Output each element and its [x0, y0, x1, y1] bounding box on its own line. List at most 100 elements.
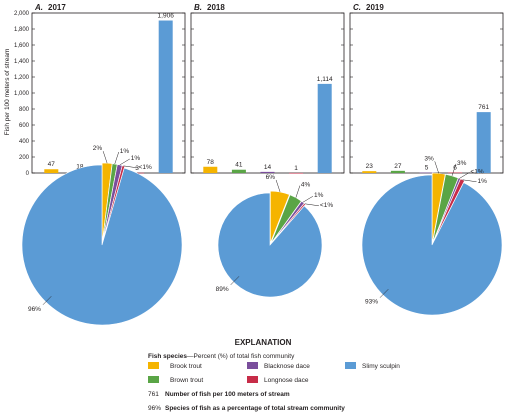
pie-percent-label: 96%	[28, 306, 41, 313]
bar-longnose-dace	[289, 172, 304, 174]
pie-percent-label: 2%	[93, 145, 103, 152]
legend-swatch-blacknose-dace	[247, 362, 258, 369]
pie-leader-line	[230, 276, 240, 286]
panel-b: B. 2018 78 41 14 1 1,114 6% 4%1% <1% 89%	[190, 3, 345, 298]
legend-species-heading: Fish species—Percent (%) of total fish c…	[148, 353, 295, 360]
bar-value-label: 23	[366, 163, 374, 170]
bar-value-label: 47	[48, 161, 56, 168]
legend-percent-text: Species of fish as a percentage of total…	[165, 405, 345, 412]
pie-percent-label: 1%	[478, 178, 488, 185]
panel-b-title: 2018	[207, 3, 225, 12]
legend-number-text: Number of fish per 100 meters of stream	[165, 391, 290, 398]
pie-percent-label: 1%	[120, 148, 130, 155]
y-tick-label: 1,000	[14, 91, 30, 97]
y-tick-label: 800	[19, 107, 30, 113]
pie-leader-line	[459, 172, 470, 179]
pie-leader-line	[42, 296, 52, 305]
pie-leader-line	[304, 203, 319, 207]
pie-percent-label: <1%	[470, 168, 483, 175]
panel-b-letter: B.	[194, 3, 202, 12]
pie-leader-line	[462, 179, 477, 183]
pie-slice-slimy-sculpin	[21, 164, 183, 326]
legend-species-subheading: —Percent (%) of total fish community	[187, 353, 295, 360]
legend-label-slimy-sculpin: Slimy sculpin	[362, 363, 400, 370]
bar-value-label: 3	[135, 165, 139, 172]
pie-percent-label: 3%	[424, 155, 434, 162]
y-tick-label: 1,200	[14, 75, 30, 81]
explanation: EXPLANATION Fish species—Percent (%) of …	[148, 338, 400, 412]
pie-percent-label: 1%	[314, 192, 324, 199]
pie-leader-line	[275, 179, 281, 193]
panel-c-bars: 23 27 5 6 761	[350, 12, 503, 174]
bar-brook-trout	[362, 171, 377, 173]
pie-leader-line	[434, 161, 439, 174]
pie-leader-line	[295, 185, 301, 198]
bar-value-label: 41	[235, 162, 243, 169]
panel-c-pie: 3%3%<1%1%93%	[361, 155, 503, 316]
bar-brook-trout	[44, 169, 59, 173]
legend-swatch-longnose-dace	[247, 376, 258, 383]
pie-percent-label: <1%	[139, 164, 152, 171]
pie-percent-label: 1%	[131, 155, 141, 162]
y-tick-label: 2,000	[14, 11, 30, 17]
legend-label-brown-trout: Brown trout	[170, 377, 203, 384]
y-axis-label: Fish per 100 meters of stream	[4, 49, 11, 136]
panel-b-bars: 78 41 14 1 1,114	[191, 12, 344, 174]
legend-swatch-brown-trout	[148, 376, 159, 383]
y-tick-label: 1,800	[14, 27, 30, 33]
pie-slice-slimy-sculpin	[217, 192, 323, 298]
explanation-title: EXPLANATION	[235, 338, 292, 347]
panel-a-letter: A.	[34, 3, 43, 12]
panel-a-bars: 47181331,906	[44, 13, 185, 174]
legend-percent-example: 96%	[148, 405, 161, 412]
pie-slice-slimy-sculpin	[361, 174, 503, 316]
panel-a-title: 2017	[48, 3, 66, 12]
y-tick-label: 200	[19, 155, 30, 161]
y-tick-label: 0	[26, 171, 30, 177]
y-tick-label: 1,600	[14, 43, 30, 49]
bar-value-label: 78	[207, 159, 215, 166]
legend-swatch-slimy-sculpin	[345, 362, 356, 369]
legend-swatch-brook-trout	[148, 362, 159, 369]
pie-leader-line	[379, 288, 389, 298]
y-tick-label: 600	[19, 123, 30, 129]
pie-leader-line	[302, 196, 314, 203]
bar-brown-trout	[390, 170, 405, 173]
bar-value-label: 27	[394, 163, 402, 170]
pie-leader-line	[102, 151, 108, 164]
bar-value-label: 6	[453, 165, 457, 172]
legend-label-blacknose-dace: Blacknose dace	[264, 363, 310, 370]
bar-value-label: 14	[264, 164, 272, 171]
bar-blacknose-dace	[419, 172, 434, 174]
panel-a-pie: 2% 1%1% <1% 96%	[21, 145, 183, 326]
bar-value-label: 1	[294, 165, 298, 172]
pie-slice-brook-trout	[270, 190, 290, 244]
legend-species-heading-bold: Fish species	[148, 353, 187, 360]
pie-percent-label: <1%	[320, 202, 333, 209]
bar-value-label: 761	[478, 104, 489, 111]
bar-longnose-dace	[448, 172, 463, 174]
pie-leader-line	[114, 151, 120, 165]
y-axis-ticks: 0 200 400 600 800 1,000 1,200 1,400 1,600 1,800 2,…	[14, 11, 35, 177]
pie-percent-label: 6%	[266, 174, 276, 181]
panel-c-title: 2019	[366, 3, 384, 12]
y-tick-label: 1,400	[14, 59, 30, 65]
pie-percent-label: 3%	[457, 160, 467, 167]
pie-leader-line	[119, 158, 130, 166]
legend-label-longnose-dace: Longnose dace	[264, 377, 309, 384]
bar-brown-trout	[231, 169, 246, 173]
bar-blacknose-dace	[260, 171, 275, 173]
bar-value-label: 18	[76, 164, 84, 171]
pie-slice-brown-trout	[270, 194, 302, 244]
bar-slimy-sculpin	[476, 112, 491, 173]
bar-slimy-sculpin	[317, 83, 332, 173]
legend-label-brook-trout: Brook trout	[170, 363, 202, 370]
pie-leader-line	[123, 165, 138, 169]
y-tick-label: 400	[19, 139, 30, 145]
pie-percent-label: 93%	[365, 299, 378, 306]
panel-b-pie: 6% 4%1% <1% 89%	[216, 174, 333, 298]
bar-slimy-sculpin	[158, 20, 173, 173]
pie-leader-line	[451, 163, 457, 176]
